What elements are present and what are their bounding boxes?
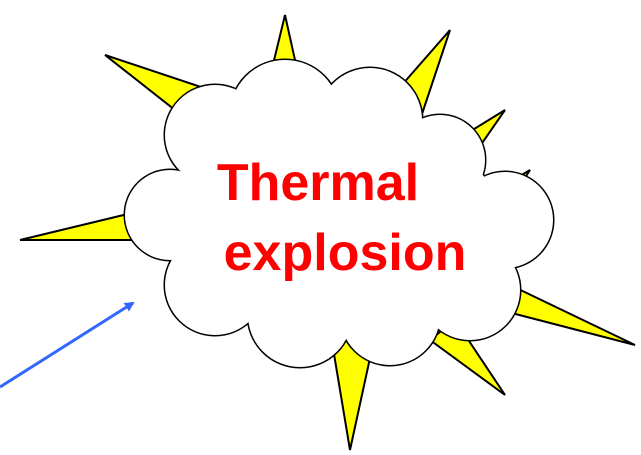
pointer-arrow bbox=[0, 301, 135, 389]
callout-line: Thermal bbox=[217, 154, 419, 212]
cloud-fill bbox=[125, 60, 553, 367]
callout-line: explosion bbox=[224, 224, 467, 282]
